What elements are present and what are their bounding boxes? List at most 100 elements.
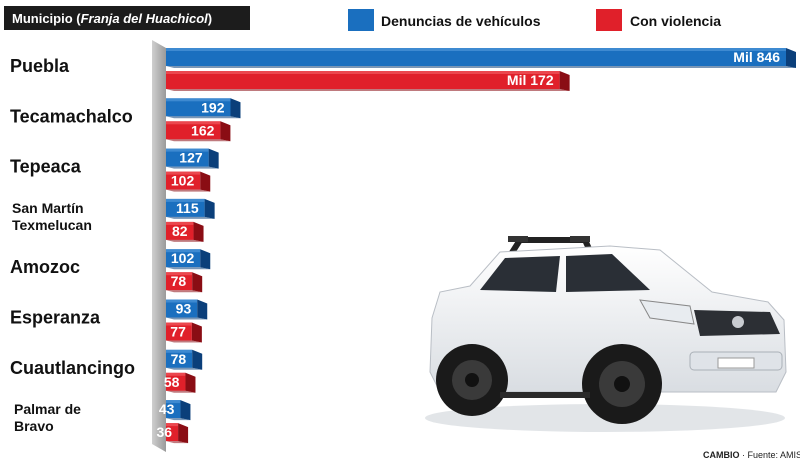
- category-label: Cuautlancingo: [10, 358, 135, 378]
- category-label-line: Amozoc: [10, 257, 80, 277]
- bar-highlight: [166, 71, 560, 74]
- category-label-line: San Martín: [12, 200, 84, 216]
- category-label: Esperanza: [10, 308, 101, 328]
- bar-highlight: [166, 299, 198, 303]
- bar-face: [166, 121, 221, 140]
- bar-value-label: 93: [176, 301, 192, 317]
- bar-violencia: 78: [166, 272, 203, 293]
- bar-value-label: Mil 846: [733, 49, 780, 65]
- bar-face: [166, 299, 198, 318]
- bar-side: [192, 272, 203, 293]
- bar-face: [166, 71, 560, 89]
- category-label: Tepeaca: [10, 157, 82, 177]
- category-label-line: Texmelucan: [12, 217, 92, 233]
- bar-denuncias: 93: [166, 299, 208, 320]
- bar-highlight: [166, 198, 205, 202]
- bar-face: [166, 221, 194, 240]
- category-label-line: Esperanza: [10, 308, 101, 328]
- legend-swatch-denuncias: [348, 9, 374, 31]
- bar-bottom: [166, 290, 203, 293]
- category-label-line: Tecamachalco: [10, 106, 133, 126]
- bar-face: [166, 272, 193, 291]
- bar-denuncias: 78: [166, 349, 203, 370]
- bar-side: [178, 423, 189, 444]
- category-labels: Puebla Tecamachalco Tepeaca San Martín Texme…: [10, 56, 135, 434]
- bar-side: [191, 322, 202, 343]
- bar-value-label: 36: [157, 424, 173, 440]
- bar-value-label: 102: [171, 173, 195, 189]
- bar-violencia: 36: [157, 423, 189, 444]
- category-label: San Martín Texmelucan: [12, 200, 92, 233]
- bar-bottom: [166, 418, 191, 421]
- legend: Denuncias de vehículos Con violencia: [348, 9, 721, 31]
- bar-face: [166, 171, 201, 190]
- bar-face: [166, 249, 201, 268]
- bar-side: [204, 198, 215, 219]
- bar-value-label: 162: [191, 122, 215, 138]
- bar-value-label: 192: [201, 99, 225, 115]
- bar-highlight: [166, 148, 209, 152]
- bar-highlight: [166, 48, 786, 51]
- category-label-line: Tepeaca: [10, 157, 82, 177]
- bar-denuncias: 127: [166, 148, 219, 169]
- bar-bottom: [166, 66, 796, 68]
- bar-face: [166, 322, 192, 341]
- category-label-line: Palmar de: [14, 401, 81, 417]
- bar-side: [786, 48, 796, 68]
- bar-value-label: 77: [170, 324, 186, 340]
- bar-bottom: [166, 367, 203, 370]
- bar-value-label: 115: [176, 200, 199, 216]
- source-text: · Fuente: AMIS: [742, 450, 800, 460]
- bar-face: [166, 148, 209, 167]
- category-label: Palmar de Bravo: [14, 401, 81, 434]
- bar-highlight: [166, 249, 201, 253]
- header-background: [4, 6, 250, 30]
- bar-highlight: [166, 121, 221, 125]
- pickup-truck-illustration: [425, 236, 787, 432]
- bar-side: [230, 98, 241, 119]
- bar-value-label: 127: [179, 150, 203, 166]
- source-note: CAMBIO · Fuente: AMIS: [703, 450, 800, 460]
- bar-side: [180, 400, 191, 421]
- bar-bottom: [166, 216, 215, 219]
- bar-highlight: [166, 349, 193, 353]
- legend-label-violencia: Con violencia: [630, 13, 721, 29]
- bar-denuncias: 43: [159, 400, 191, 421]
- bar-value-label: 43: [159, 401, 175, 417]
- source-brand: CAMBIO: [703, 450, 740, 460]
- bar-side: [185, 372, 196, 393]
- bar-violencia: 77: [166, 322, 202, 343]
- bar-side: [220, 121, 231, 142]
- bar-bottom: [166, 139, 231, 142]
- bar-bottom: [166, 390, 196, 393]
- bar-face: [166, 372, 186, 391]
- bar-denuncias: 115: [166, 198, 215, 219]
- bar-side: [208, 148, 219, 169]
- bar-violencia: 82: [166, 221, 204, 242]
- category-label-line: Cuautlancingo: [10, 358, 135, 378]
- category-label-line: Puebla: [10, 56, 70, 76]
- bar-highlight: [166, 171, 201, 175]
- bar-bottom: [166, 116, 241, 119]
- category-label: Puebla: [10, 56, 70, 76]
- bar-violencia: 102: [166, 171, 211, 192]
- bar-bottom: [166, 267, 211, 270]
- bar-violencia: 58: [164, 372, 196, 393]
- bar-side: [193, 221, 204, 242]
- bar-violencia: 162: [166, 121, 231, 142]
- bar-value-label: Mil 172: [507, 72, 554, 88]
- bar-face: [166, 198, 205, 217]
- bar-value-label: 82: [172, 223, 188, 239]
- bar-face: [166, 98, 231, 117]
- bar-denuncias: 102: [166, 249, 211, 270]
- bar-value-label: 58: [164, 374, 180, 390]
- bar-highlight: [166, 221, 194, 225]
- header-italic: Franja del Huachicol: [81, 11, 209, 26]
- bar-value-label: 78: [171, 351, 187, 367]
- bar-highlight: [166, 98, 231, 102]
- bar-violencia: Mil 172: [166, 71, 570, 91]
- bar-face: [166, 423, 179, 442]
- bar-bottom: [166, 317, 208, 320]
- bar-denuncias: 192: [166, 98, 241, 119]
- bar-highlight: [166, 322, 192, 326]
